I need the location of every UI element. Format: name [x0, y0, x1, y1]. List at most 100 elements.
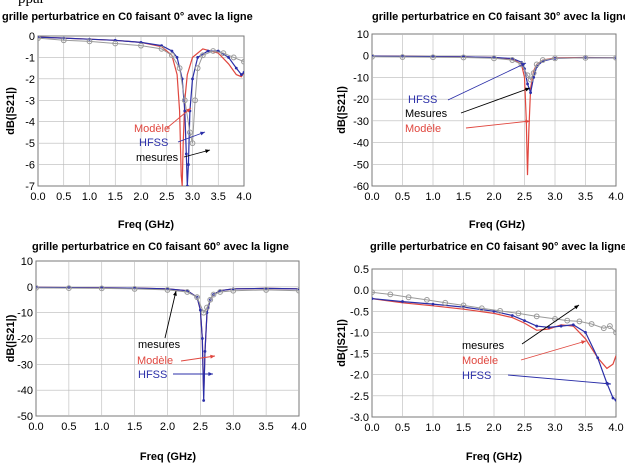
series-mesures [38, 36, 244, 147]
data-point [191, 77, 194, 81]
data-point [527, 76, 534, 83]
y-tick-label: 10 [357, 29, 369, 41]
chart-title: grille perturbatrice en C0 faisant 90° a… [370, 241, 625, 253]
annotation-label: mesures [138, 339, 181, 351]
y-tick-label: -5 [25, 138, 35, 150]
x-tick-label: 3.0 [226, 421, 241, 433]
data-point [65, 285, 72, 292]
y-tick-label: -7 [25, 181, 35, 193]
data-point [296, 287, 299, 294]
data-point [515, 310, 522, 317]
data-point [194, 294, 200, 301]
x-tick-label: 4.0 [608, 191, 623, 203]
annotation-arrow-line [521, 304, 580, 345]
annotation-arrow-head [208, 372, 213, 376]
series-mesures [372, 289, 616, 336]
y-tick-label: -0.5 [350, 306, 369, 318]
data-point [510, 314, 514, 317]
x-tick-label: 2.5 [193, 421, 208, 433]
data-point [164, 287, 171, 293]
data-point [613, 329, 616, 336]
annotation-arrow-line [520, 340, 587, 361]
x-tick-label: 0.0 [364, 422, 379, 434]
data-point [203, 350, 207, 353]
data-point [234, 66, 238, 70]
data-point [199, 52, 206, 59]
chart-panel-3: grille perturbatrice en C0 faisant 60° a… [5, 241, 307, 463]
data-point [588, 321, 595, 327]
annotation-arrow-line [166, 107, 192, 129]
y-tick-label: -1.5 [350, 349, 369, 361]
x-tick-label: 2.5 [159, 191, 174, 203]
data-point [460, 54, 467, 61]
y-tick-label: 10 [21, 256, 33, 268]
annotation-arrow-line [507, 374, 612, 385]
x-tick-label: 2.0 [160, 421, 175, 433]
annotation-modèle: Modèle [462, 340, 587, 367]
x-axis-label: Freq (GHz) [118, 219, 175, 231]
y-tick-label: 0 [27, 282, 33, 294]
x-tick-label: 2.0 [486, 191, 501, 203]
x-tick-label: 0.5 [395, 422, 410, 434]
data-point [198, 308, 202, 312]
data-point [405, 294, 412, 301]
annotation-mesures: mesures [138, 290, 181, 351]
y-tick-label: -2 [25, 74, 35, 86]
annotation-modèle: Modèle [137, 354, 216, 367]
series-line [36, 287, 299, 314]
y-tick-label: -40 [17, 385, 33, 397]
annotation-label: HFSS [408, 94, 437, 106]
data-point [217, 289, 224, 295]
data-point [227, 56, 230, 59]
x-tick-label: 0.0 [28, 421, 43, 433]
data-point [401, 300, 404, 303]
y-tick-label: -20 [353, 94, 369, 106]
data-point [372, 297, 374, 300]
data-point [460, 302, 467, 309]
data-point [547, 325, 551, 329]
data-point [210, 48, 217, 54]
data-point [442, 299, 449, 306]
x-axis-label: Freq (GHz) [140, 451, 197, 463]
y-tick-label: -4 [25, 117, 35, 129]
data-point [192, 97, 198, 104]
x-tick-label: 4.0 [608, 422, 623, 434]
y-tick-label: 0 [29, 31, 35, 43]
annotation-mesures: mesures [462, 304, 580, 352]
data-point [564, 317, 571, 324]
data-point [183, 109, 187, 113]
annotation-label: HFSS [462, 370, 491, 382]
y-tick-label: -3.0 [350, 412, 369, 424]
data-point [220, 50, 227, 57]
data-point [204, 304, 210, 311]
x-tick-label: 1.0 [425, 422, 440, 434]
series-line [372, 291, 616, 333]
x-tick-label: 3.0 [547, 191, 562, 203]
annotation-mesures: Mesures [405, 87, 531, 120]
annotation-arrow-head [200, 131, 205, 136]
data-point [176, 65, 183, 72]
x-tick-label: 3.5 [578, 422, 593, 434]
annotation-modèle: Modèle [405, 119, 531, 135]
data-point [431, 302, 435, 306]
series-line [372, 56, 616, 81]
series-mesures [372, 53, 616, 83]
data-point [112, 40, 119, 47]
data-point [497, 307, 504, 314]
x-tick-label: 1.5 [456, 191, 471, 203]
annotation-label: HFSS [139, 137, 168, 149]
series-line [372, 298, 616, 401]
annotation-arrow-head [525, 87, 530, 92]
y-tick-label: 0 [363, 51, 369, 63]
annotation-hfss: HFSS [138, 369, 213, 381]
data-point [607, 323, 613, 329]
data-point [242, 71, 244, 74]
data-point [529, 91, 532, 95]
y-tick-label: -1 [25, 52, 35, 64]
x-tick-label: 1.0 [82, 191, 97, 203]
x-tick-label: 0.0 [364, 191, 379, 203]
annotation-label: mesures [462, 340, 505, 352]
y-tick-label: -50 [353, 159, 369, 171]
data-point [596, 356, 600, 360]
